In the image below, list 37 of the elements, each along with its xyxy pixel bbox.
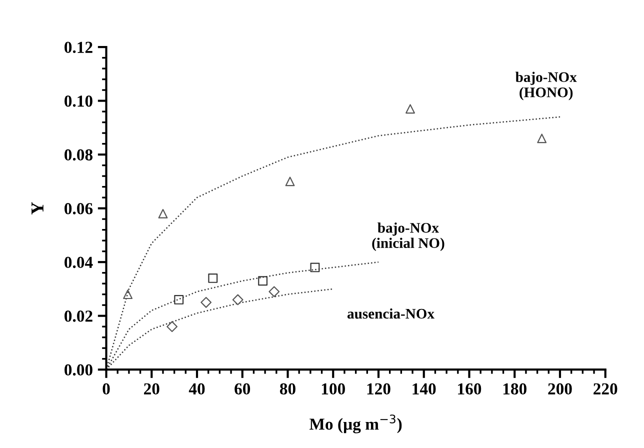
y-tick-label: 0.06 (64, 203, 93, 214)
x-axis-title: Mo (µg m$^{−3}$) (310, 414, 402, 434)
point (166, 321, 178, 332)
y-axis-title: Y (32, 202, 44, 215)
x-tick-label: 160 (458, 383, 482, 395)
annotation: ausencia-NOx (347, 308, 434, 319)
point (537, 134, 547, 144)
x-tick-label: 80 (280, 383, 296, 395)
point (174, 294, 184, 304)
x-tick-label: 220 (594, 383, 618, 395)
point (258, 276, 268, 286)
y-tick-label: 0.04 (64, 256, 93, 268)
x-tick-label: 20 (144, 383, 160, 395)
x-tick-label: 40 (188, 383, 205, 395)
point (232, 294, 244, 306)
point (208, 273, 218, 283)
x-tick-label: 100 (322, 383, 345, 395)
y-tick-label: 0.10 (64, 96, 92, 107)
annotation: bajo-NOx (inicial NO) (372, 222, 444, 251)
point (268, 286, 280, 298)
point (285, 176, 295, 186)
point (406, 104, 415, 114)
y-tick-label: 0.12 (64, 42, 92, 54)
x-tick-label: 0 (102, 383, 110, 395)
x-tick-label: 60 (234, 383, 250, 395)
y-tick-label: 0.08 (64, 149, 93, 161)
x-tick-label: 200 (548, 383, 572, 395)
point (310, 262, 320, 272)
y-tick-label: 0.00 (64, 364, 92, 376)
point (158, 208, 168, 218)
point (200, 296, 212, 308)
x-tick-label: 140 (412, 383, 436, 395)
y-tick-label: 0.02 (64, 310, 92, 322)
annotation: bajo-NOx (HONO) (515, 72, 577, 100)
x-tick-label: 120 (367, 383, 390, 395)
point (123, 290, 133, 300)
x-tick-label: 180 (503, 383, 526, 395)
